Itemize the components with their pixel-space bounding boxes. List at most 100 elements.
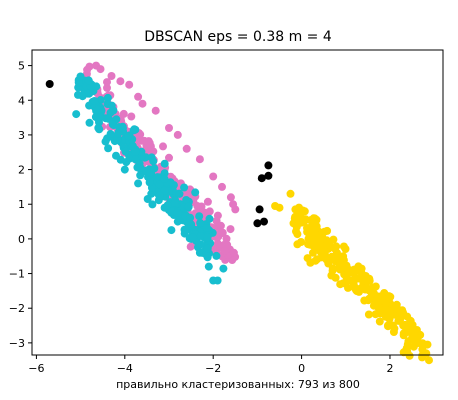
scatter-point-series-2 xyxy=(305,231,314,240)
scatter-point-series-0 xyxy=(218,182,226,191)
scatter-point-series-0 xyxy=(166,172,175,181)
x-axis: −6 −4 −2 0 2 xyxy=(28,355,393,375)
scatter-point-series-2 xyxy=(304,240,313,249)
scatter-point-series-0 xyxy=(213,211,222,220)
scatter-point-series-0 xyxy=(127,112,136,121)
scatter-point-series-2 xyxy=(390,324,399,333)
scatter-point-series-2 xyxy=(407,329,416,338)
scatter-point-series-1 xyxy=(160,186,169,195)
scatter-point-series-2 xyxy=(406,317,415,325)
scatter-point-series-2 xyxy=(336,280,345,289)
scatter-point-series-0 xyxy=(209,172,218,181)
scatter-point-series-2 xyxy=(396,314,405,323)
scatter-point-series-1 xyxy=(107,101,116,110)
scatter-point-series-0 xyxy=(103,83,111,92)
scatter-point-series-1 xyxy=(186,213,195,222)
scatter-point-series-2 xyxy=(364,310,373,319)
scatter-point-series-2 xyxy=(371,310,380,319)
scatter-point-series-1 xyxy=(135,159,144,168)
scatter-point-series-3 xyxy=(257,174,266,183)
scatter-point-series-2 xyxy=(403,347,412,356)
scatter-point-series-2 xyxy=(286,189,295,198)
scatter-point-series-2 xyxy=(365,286,374,295)
scatter-point-series-2 xyxy=(360,296,369,305)
data-points xyxy=(45,61,433,365)
scatter-point-series-1 xyxy=(188,233,197,242)
scatter-point-series-3 xyxy=(255,205,264,214)
scatter-point-series-0 xyxy=(140,136,149,145)
scatter-point-series-1 xyxy=(148,200,157,209)
scatter-point-series-0 xyxy=(138,99,147,108)
scatter-point-series-0 xyxy=(96,65,105,74)
scatter-point-series-2 xyxy=(299,215,308,224)
scatter-point-series-1 xyxy=(180,183,189,192)
y-tick-label: −2 xyxy=(9,302,25,315)
scatter-point-series-2 xyxy=(410,336,418,344)
scatter-point-series-0 xyxy=(173,130,182,139)
x-tick-label: −6 xyxy=(28,362,44,375)
scatter-point-series-2 xyxy=(339,252,348,261)
scatter-point-series-1 xyxy=(173,209,182,217)
scatter-point-series-1 xyxy=(219,264,228,273)
scatter-point-series-0 xyxy=(83,65,92,74)
scatter-point-series-3 xyxy=(264,171,273,180)
scatter-point-series-2 xyxy=(377,293,386,302)
scatter-point-series-2 xyxy=(382,305,391,314)
scatter-point-series-1 xyxy=(106,130,115,138)
scatter-point-series-2 xyxy=(365,276,374,285)
scatter-point-series-2 xyxy=(344,269,353,278)
scatter-point-series-0 xyxy=(116,77,125,86)
scatter-point-series-2 xyxy=(399,308,408,317)
scatter-point-series-2 xyxy=(327,252,336,261)
scatter-point-series-1 xyxy=(104,144,113,153)
scatter-point-series-1 xyxy=(160,159,169,168)
y-axis: −3 −2 −1 0 1 2 3 4 5 xyxy=(9,60,32,350)
scatter-point-series-1 xyxy=(202,250,211,259)
scatter-point-series-1 xyxy=(85,118,94,127)
scatter-point-series-1 xyxy=(203,233,212,242)
scatter-point-series-0 xyxy=(222,234,231,243)
scatter-point-series-1 xyxy=(124,132,133,141)
scatter-point-series-1 xyxy=(121,147,130,156)
scatter-point-series-1 xyxy=(92,82,101,91)
scatter-point-series-1 xyxy=(196,232,205,240)
scatter-point-series-1 xyxy=(187,220,196,229)
scatter-point-series-2 xyxy=(309,214,318,223)
scatter-point-series-2 xyxy=(381,312,390,321)
scatter-point-series-2 xyxy=(309,248,317,257)
scatter-point-series-1 xyxy=(196,240,205,249)
y-tick-label: 5 xyxy=(18,60,25,73)
scatter-point-series-0 xyxy=(165,124,173,132)
scatter-point-series-1 xyxy=(196,218,205,227)
scatter-point-series-0 xyxy=(223,240,232,249)
x-tick-label: 2 xyxy=(386,362,393,375)
scatter-point-series-2 xyxy=(320,227,329,236)
y-tick-label: 3 xyxy=(18,129,25,142)
scatter-point-series-3 xyxy=(260,217,268,226)
scatter-point-series-2 xyxy=(384,322,392,331)
y-tick-label: 0 xyxy=(18,233,25,246)
scatter-point-series-2 xyxy=(295,203,303,212)
scatter-point-series-2 xyxy=(342,261,351,270)
scatter-point-series-1 xyxy=(145,178,154,187)
scatter-point-series-0 xyxy=(134,92,143,101)
scatter-point-series-1 xyxy=(137,147,146,156)
scatter-point-series-0 xyxy=(195,155,204,164)
scatter-point-series-1 xyxy=(212,251,221,260)
scatter-point-series-1 xyxy=(150,164,159,173)
scatter-point-series-1 xyxy=(160,175,169,183)
scatter-point-series-1 xyxy=(175,189,184,198)
scatter-point-series-1 xyxy=(95,125,104,134)
scatter-point-series-1 xyxy=(149,157,158,166)
scatter-point-series-1 xyxy=(72,110,81,119)
scatter-point-series-2 xyxy=(329,235,338,244)
scatter-point-series-1 xyxy=(203,244,212,253)
y-tick-label: 2 xyxy=(18,164,25,177)
scatter-point-series-1 xyxy=(205,214,214,223)
y-tick-label: −1 xyxy=(9,268,25,281)
scatter-point-series-1 xyxy=(134,179,143,188)
scatter-point-series-1 xyxy=(76,72,85,81)
scatter-point-series-0 xyxy=(103,78,111,87)
scatter-point-series-2 xyxy=(392,304,401,312)
